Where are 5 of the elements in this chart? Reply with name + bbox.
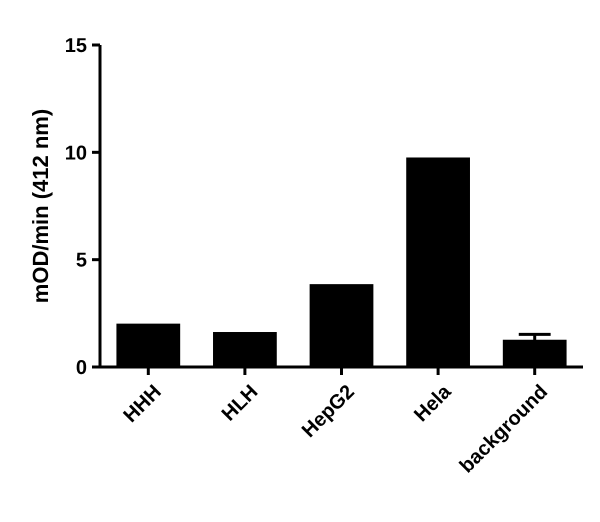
y-axis-title: mOD/min (412 nm) — [28, 108, 53, 304]
y-tick-label: 0 — [76, 357, 87, 379]
y-tick-label: 15 — [64, 35, 87, 57]
y-tick-label: 10 — [64, 142, 87, 164]
y-tick-label: 5 — [76, 250, 87, 272]
